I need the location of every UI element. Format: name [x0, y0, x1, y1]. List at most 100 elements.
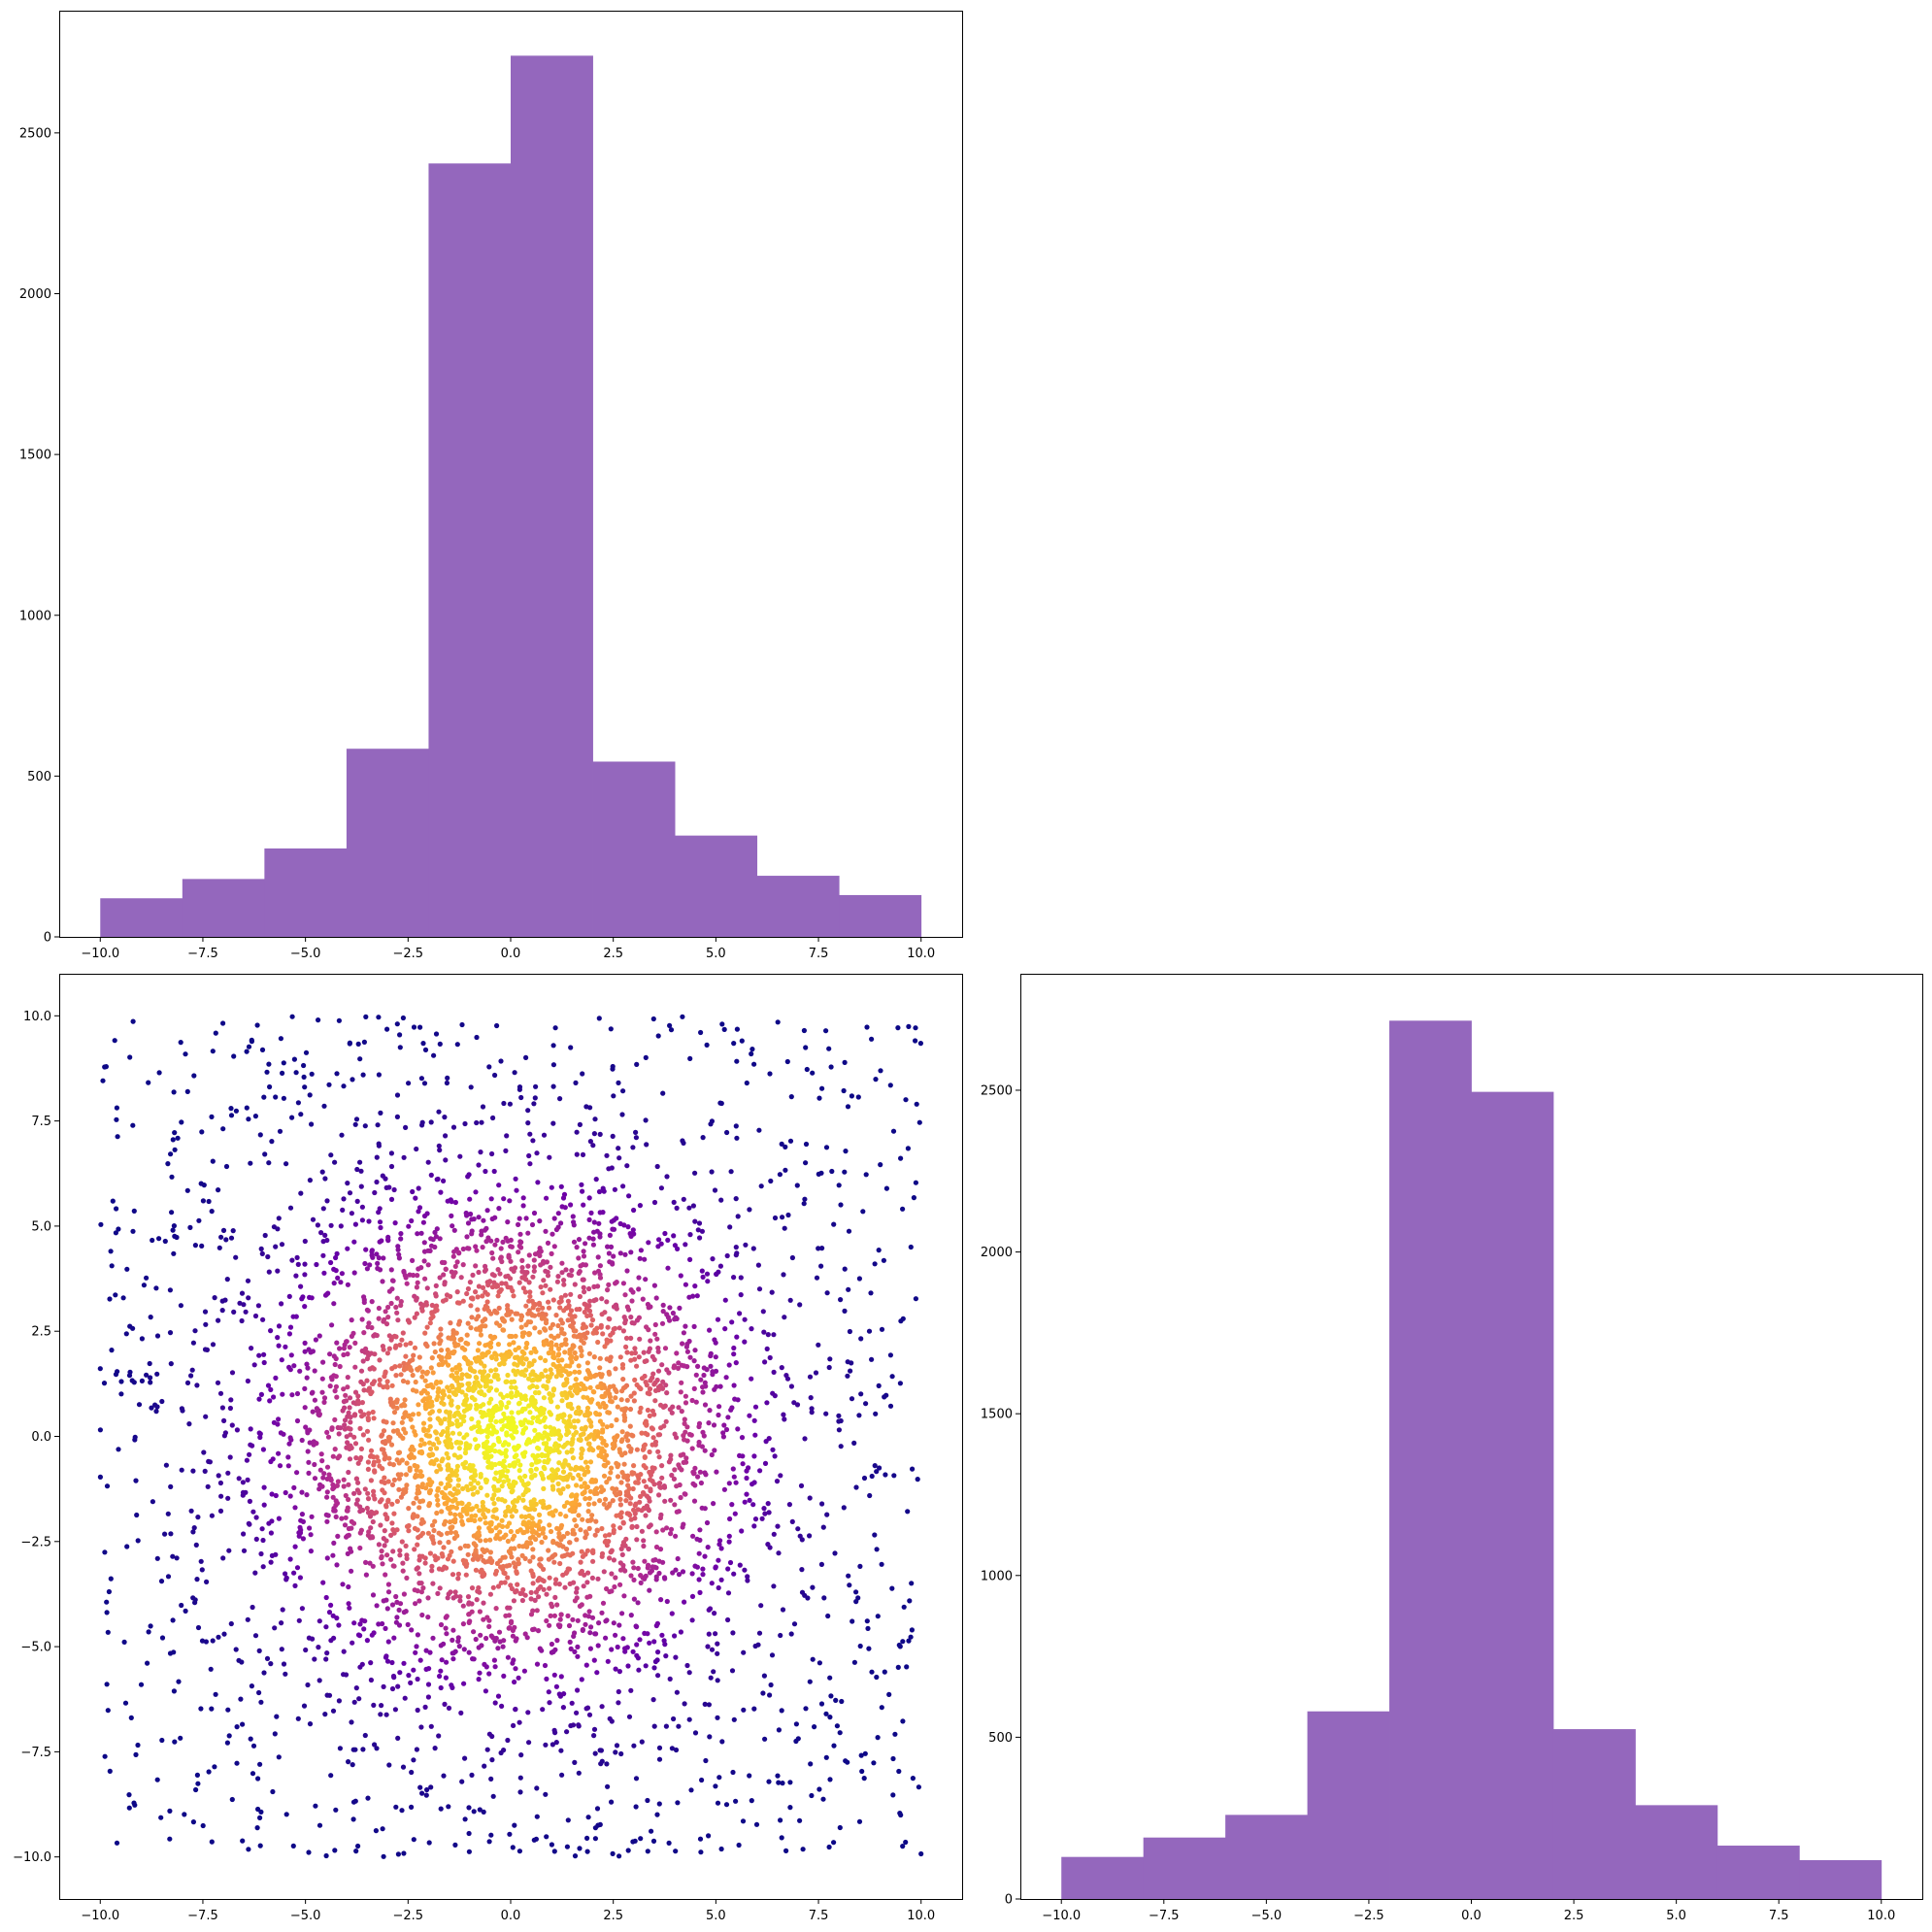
scatter-point — [655, 1345, 661, 1351]
scatter-point — [488, 1238, 494, 1244]
scatter-point — [874, 1469, 880, 1475]
scatter-point — [571, 1333, 577, 1339]
scatter-point — [615, 1644, 620, 1650]
scatter-point — [694, 1293, 700, 1299]
scatter-point — [410, 1357, 416, 1363]
scatter-point — [323, 1852, 329, 1859]
scatter-point — [404, 1575, 410, 1581]
scatter-point — [607, 1501, 613, 1507]
scatter-point — [383, 1512, 388, 1517]
scatter-point — [572, 1759, 578, 1765]
scatter-point — [275, 1226, 281, 1232]
scatter-point — [581, 1249, 586, 1254]
scatter-point — [869, 1669, 875, 1675]
scatter-point — [542, 1458, 548, 1465]
scatter-point — [606, 1166, 612, 1172]
scatter-point — [585, 1570, 591, 1576]
scatter-point — [275, 1335, 281, 1341]
scatter-point — [583, 1613, 588, 1618]
scatter-point — [845, 1104, 851, 1110]
scatter-point — [463, 1397, 469, 1404]
scatter-point — [250, 1604, 255, 1611]
scatter-point — [325, 1434, 332, 1440]
histogram-bar — [428, 163, 512, 937]
scatter-point — [618, 1397, 624, 1403]
scatter-point — [307, 1721, 314, 1727]
scatter-point — [404, 1482, 410, 1488]
scatter-point — [414, 1284, 419, 1290]
scatter-point — [512, 1822, 517, 1828]
scatter-point — [691, 1498, 698, 1504]
scatter-point — [376, 1316, 382, 1321]
scatter-point — [776, 1727, 783, 1733]
scatter-point — [845, 1359, 850, 1365]
scatter-point — [448, 1511, 453, 1516]
scatter-point — [248, 1736, 253, 1742]
scatter-point — [591, 1501, 597, 1507]
scatter-point — [719, 1739, 725, 1745]
scatter-point — [555, 1416, 561, 1421]
scatter-point — [713, 1354, 718, 1360]
scatter-point — [576, 1472, 582, 1479]
scatter-point — [482, 1363, 487, 1369]
scatter-point — [427, 1320, 433, 1326]
scatter-point — [251, 1362, 257, 1368]
scatter-point — [788, 1383, 795, 1389]
scatter-point — [529, 1462, 535, 1468]
scatter-point — [518, 1094, 524, 1101]
scatter-point — [599, 1550, 606, 1556]
scatter-point — [123, 1331, 129, 1337]
scatter-point — [726, 1539, 732, 1545]
scatter-point — [709, 1169, 715, 1175]
scatter-point — [732, 1396, 738, 1402]
scatter-point — [334, 1394, 340, 1400]
scatter-point — [158, 1579, 165, 1584]
scatter-point — [548, 1528, 554, 1535]
scatter-point — [909, 1627, 916, 1633]
scatter-point — [731, 1382, 737, 1388]
scatter-point — [558, 1748, 564, 1753]
scatter-point — [384, 1379, 390, 1384]
scatter-point — [570, 1214, 576, 1219]
scatter-point — [584, 1835, 590, 1841]
scatter-point — [538, 1583, 544, 1590]
scatter-point — [903, 1097, 909, 1103]
scatter-point — [385, 1304, 391, 1311]
scatter-point — [574, 1245, 580, 1250]
scatter-point — [624, 1163, 630, 1169]
scatter-point — [509, 1316, 515, 1322]
scatter-point — [886, 1691, 892, 1697]
scatter-point — [649, 1828, 654, 1834]
scatter-point — [525, 1230, 531, 1236]
scatter-point — [419, 1308, 425, 1314]
scatter-point — [721, 1486, 728, 1492]
scatter-point — [583, 1459, 589, 1465]
scatter-point — [795, 1526, 801, 1532]
scatter-point — [530, 1554, 536, 1560]
scatter-point — [816, 1171, 821, 1177]
scatter-point — [610, 1066, 616, 1072]
scatter-point — [803, 1141, 810, 1148]
scatter-point — [905, 1146, 912, 1151]
scatter-point — [818, 1561, 825, 1567]
scatter-point — [824, 1512, 830, 1517]
scatter-point — [583, 1241, 588, 1247]
scatter-point — [725, 1415, 731, 1420]
scatter-point — [361, 1626, 367, 1632]
scatter-point — [570, 1550, 576, 1556]
scatter-point — [616, 1146, 621, 1151]
scatter-point — [320, 1359, 326, 1365]
scatter-point — [479, 1643, 484, 1649]
scatter-point — [576, 1270, 582, 1276]
scatter-point — [230, 1228, 236, 1234]
scatter-point — [525, 1120, 531, 1126]
scatter-point — [371, 1492, 377, 1498]
scatter-point — [833, 1697, 839, 1703]
scatter-point — [435, 1485, 441, 1491]
scatter-point — [388, 1300, 394, 1307]
scatter-point — [366, 1437, 372, 1443]
scatter-point — [737, 1562, 743, 1568]
scatter-point — [750, 1502, 756, 1508]
scatter-point — [299, 1437, 305, 1444]
scatter-point — [526, 1519, 532, 1525]
